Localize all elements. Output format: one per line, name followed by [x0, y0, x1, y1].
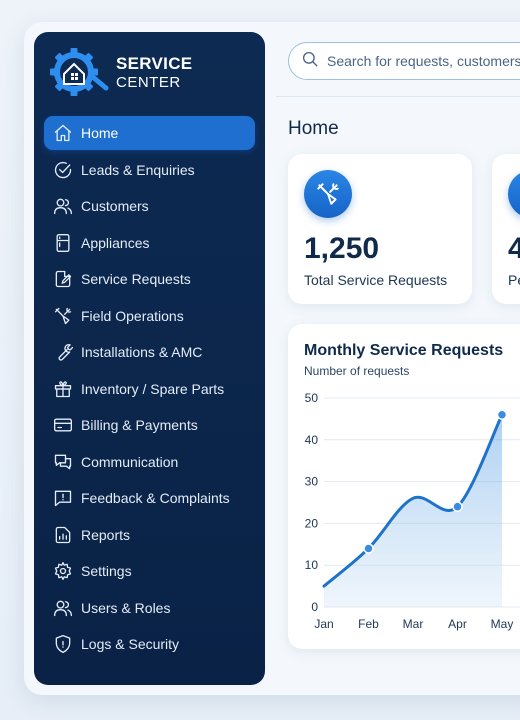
chat-icon [53, 452, 73, 472]
search-bar[interactable] [288, 42, 520, 80]
page-title: Home [288, 118, 339, 139]
gear-house-icon [50, 48, 109, 96]
sidebar-item-label: Inventory / Spare Parts [81, 380, 225, 397]
gear-icon [53, 561, 73, 581]
sidebar: SERVICE CENTER Home Leads & Enquiries Cu… [34, 32, 265, 685]
sidebar-item-label: Leads & Enquiries [81, 161, 195, 178]
sidebar-item-label: Appliances [81, 234, 150, 251]
sidebar-item-leads[interactable]: Leads & Enquiries [44, 153, 255, 187]
header-divider [276, 96, 520, 97]
search-input[interactable] [327, 53, 520, 69]
sidebar-item-communication[interactable]: Communication [44, 445, 255, 479]
y-tick-label: 30 [305, 475, 319, 489]
series-area [324, 414, 502, 607]
sidebar-item-billing[interactable]: Billing & Payments [44, 408, 255, 442]
x-tick-label: May [491, 617, 514, 631]
y-tick-label: 0 [311, 600, 318, 614]
check-circle-icon [53, 160, 73, 180]
stat-card-pending[interactable]: 4 Pe [492, 154, 520, 304]
x-tick-label: Jan [314, 617, 333, 631]
sidebar-item-home[interactable]: Home [44, 116, 255, 150]
shield-icon [53, 634, 73, 654]
sidebar-item-label: Communication [81, 453, 179, 470]
sidebar-item-users-roles[interactable]: Users & Roles [44, 591, 255, 625]
chart-subtitle: Number of requests [304, 364, 410, 378]
sidebar-item-appliances[interactable]: Appliances [44, 226, 255, 260]
sidebar-item-label: Reports [81, 526, 131, 543]
stat-card-total-requests[interactable]: 1,250 Total Service Requests [288, 154, 472, 304]
tools-icon [53, 306, 73, 326]
data-point [452, 501, 463, 512]
stat-label: Total Service Requests [304, 272, 448, 288]
appliance-icon [53, 233, 73, 253]
sidebar-item-logs-security[interactable]: Logs & Security [44, 627, 255, 661]
clock-icon [508, 170, 520, 218]
y-tick-label: 20 [305, 516, 319, 530]
sidebar-item-settings[interactable]: Settings [44, 554, 255, 588]
gift-box-icon [53, 379, 73, 399]
y-tick-label: 10 [305, 558, 319, 572]
sidebar-item-label: Settings [81, 563, 132, 579]
sidebar-item-label: Customers [81, 198, 149, 214]
chart-card-monthly-requests: 0 10 20 30 40 50 Jan Feb Mar Apr May Monthly Servi… [288, 324, 520, 649]
line-chart: 0 10 20 30 40 50 Jan Feb Mar Apr May [305, 391, 520, 631]
tools-icon [304, 170, 352, 218]
users-roles-icon [53, 598, 73, 618]
sidebar-item-label: Billing & Payments [81, 417, 198, 433]
brand-name: SERVICE [116, 53, 193, 73]
y-tick-label: 40 [305, 433, 319, 447]
stat-value: 4 [508, 232, 520, 265]
stat-label: Pe [508, 272, 520, 288]
app-window: SERVICE CENTER Home Leads & Enquiries Cu… [24, 22, 520, 695]
x-tick-label: Apr [448, 617, 467, 631]
sidebar-item-label: Feedback & Complaints [81, 490, 230, 506]
sidebar-item-customers[interactable]: Customers [44, 189, 255, 223]
stat-value: 1,250 [304, 232, 380, 265]
search-icon [301, 50, 319, 73]
users-icon [53, 196, 73, 216]
sidebar-item-reports[interactable]: Reports [44, 518, 255, 552]
sidebar-item-field-operations[interactable]: Field Operations [44, 299, 255, 333]
credit-card-icon [53, 415, 73, 435]
x-tick-label: Feb [358, 617, 379, 631]
sidebar-item-feedback[interactable]: Feedback & Complaints [44, 481, 255, 515]
sidebar-item-label: Service Requests [81, 271, 191, 287]
sidebar-item-installations[interactable]: Installations & AMC [44, 335, 255, 369]
sidebar-item-label: Home [81, 125, 119, 141]
y-tick-label: 50 [305, 391, 319, 405]
sidebar-nav: Home Leads & Enquiries Customers Applian… [44, 116, 255, 664]
sidebar-item-label: Logs & Security [81, 636, 180, 652]
chart-title: Monthly Service Requests [304, 342, 504, 359]
x-tick-label: Mar [403, 617, 424, 631]
data-point [363, 543, 374, 554]
sidebar-item-inventory[interactable]: Inventory / Spare Parts [44, 372, 255, 406]
home-icon [53, 123, 73, 143]
sidebar-item-label: Field Operations [81, 307, 184, 324]
sidebar-item-label: Users & Roles [81, 599, 171, 616]
feedback-icon [53, 488, 73, 508]
report-icon [53, 525, 73, 545]
sidebar-item-label: Installations & AMC [81, 344, 203, 360]
brand[interactable]: SERVICE CENTER [50, 48, 192, 96]
brand-subtitle: CENTER [116, 73, 181, 91]
sidebar-item-service-requests[interactable]: Service Requests [44, 262, 255, 296]
main-content: Home 1,250 Total Service Requests 4 Pe 0… [276, 22, 520, 695]
series-line [322, 413, 504, 588]
data-point [496, 409, 508, 420]
wrench-icon [53, 342, 74, 362]
edit-document-icon [53, 269, 73, 289]
